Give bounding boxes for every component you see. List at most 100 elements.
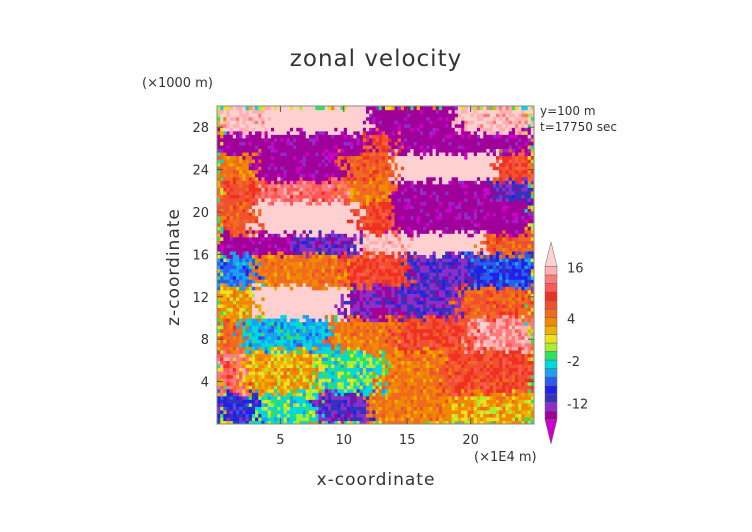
field-cell (470, 286, 475, 291)
field-cell (293, 318, 297, 323)
field-cell (324, 346, 329, 351)
field-cell (381, 416, 386, 422)
field-cell (283, 272, 288, 277)
field-cell (514, 413, 519, 418)
field-cell (423, 399, 427, 404)
field-cell (470, 342, 475, 347)
field-cell (232, 300, 237, 305)
field-cell (232, 378, 237, 383)
field-cell (527, 374, 532, 379)
field-cell (365, 310, 370, 316)
field-cell (419, 328, 424, 333)
field-cell (248, 275, 253, 280)
field-cell (264, 388, 269, 393)
field-cell (220, 395, 224, 400)
field-cell (293, 353, 297, 358)
field-cell (413, 388, 418, 393)
field-cell (318, 265, 323, 270)
field-cell (435, 293, 440, 298)
field-cell (375, 378, 380, 383)
field-cell (432, 416, 437, 422)
field-cell (410, 300, 415, 305)
field-cell (239, 335, 243, 340)
field-cell (410, 310, 415, 316)
field-cell (242, 296, 247, 301)
field-cell (442, 399, 446, 404)
field-cell (261, 402, 266, 407)
field-cell (365, 349, 370, 354)
field-cell (242, 378, 247, 383)
field-cell (464, 416, 469, 422)
field-cell (372, 346, 377, 351)
field-cell (283, 342, 288, 347)
field-cell (508, 314, 513, 319)
field-cell (505, 388, 510, 393)
field-cell (442, 339, 446, 344)
field-cell (378, 325, 383, 330)
field-cell (416, 328, 421, 333)
field-cell (251, 272, 256, 277)
field-cell (448, 275, 453, 280)
field-cell (391, 395, 396, 400)
field-cell (299, 381, 304, 386)
field-cell (255, 293, 259, 298)
field-cell (514, 339, 519, 344)
field-cell (280, 356, 285, 361)
field-cell (397, 272, 402, 277)
field-cell (524, 409, 529, 414)
field-cell (296, 314, 301, 319)
field-cell (492, 257, 497, 263)
field-cell (521, 378, 526, 383)
field-cell (372, 406, 377, 411)
field-cell (499, 388, 503, 393)
field-cell (514, 321, 519, 326)
field-cell (445, 374, 450, 379)
field-cell (378, 409, 383, 414)
field-cell (245, 339, 250, 344)
field-cell (394, 300, 399, 305)
field-cell (438, 279, 443, 284)
field-cell (267, 339, 272, 344)
field-cell (226, 272, 231, 277)
field-cell (470, 268, 475, 273)
field-cell (527, 303, 532, 308)
field-cell (381, 325, 386, 330)
field-cell (495, 349, 500, 354)
field-cell (394, 378, 399, 383)
field-cell (258, 335, 262, 340)
field-cell (289, 286, 294, 291)
field-cell (394, 349, 399, 354)
field-cell (378, 346, 383, 351)
field-cell (473, 250, 478, 255)
field-cell (372, 342, 377, 347)
field-cell (438, 420, 443, 424)
field-cell (511, 409, 516, 414)
field-cell (239, 318, 243, 323)
field-cell (334, 342, 339, 347)
field-cell (356, 300, 361, 305)
field-cell (423, 363, 427, 369)
field-cell (299, 321, 304, 326)
field-cell (388, 307, 392, 312)
field-cell (283, 254, 288, 259)
field-cell (321, 325, 326, 330)
field-cell (391, 356, 396, 361)
field-cell (530, 328, 534, 333)
field-cell (461, 360, 465, 365)
field-cell (331, 381, 335, 386)
field-cell (470, 388, 475, 393)
field-cell (331, 388, 335, 393)
field-cell (514, 286, 519, 291)
field-cell (470, 289, 475, 294)
field-cell (362, 335, 367, 340)
field-cell (492, 328, 497, 333)
field-cell (327, 413, 332, 418)
field-cell (372, 289, 377, 294)
field-cell (251, 416, 256, 422)
field-cell (476, 318, 481, 323)
field-cell (274, 247, 278, 252)
field-cell (378, 300, 383, 305)
field-cell (318, 399, 323, 404)
field-cell (236, 339, 240, 344)
field-cell (321, 303, 326, 308)
